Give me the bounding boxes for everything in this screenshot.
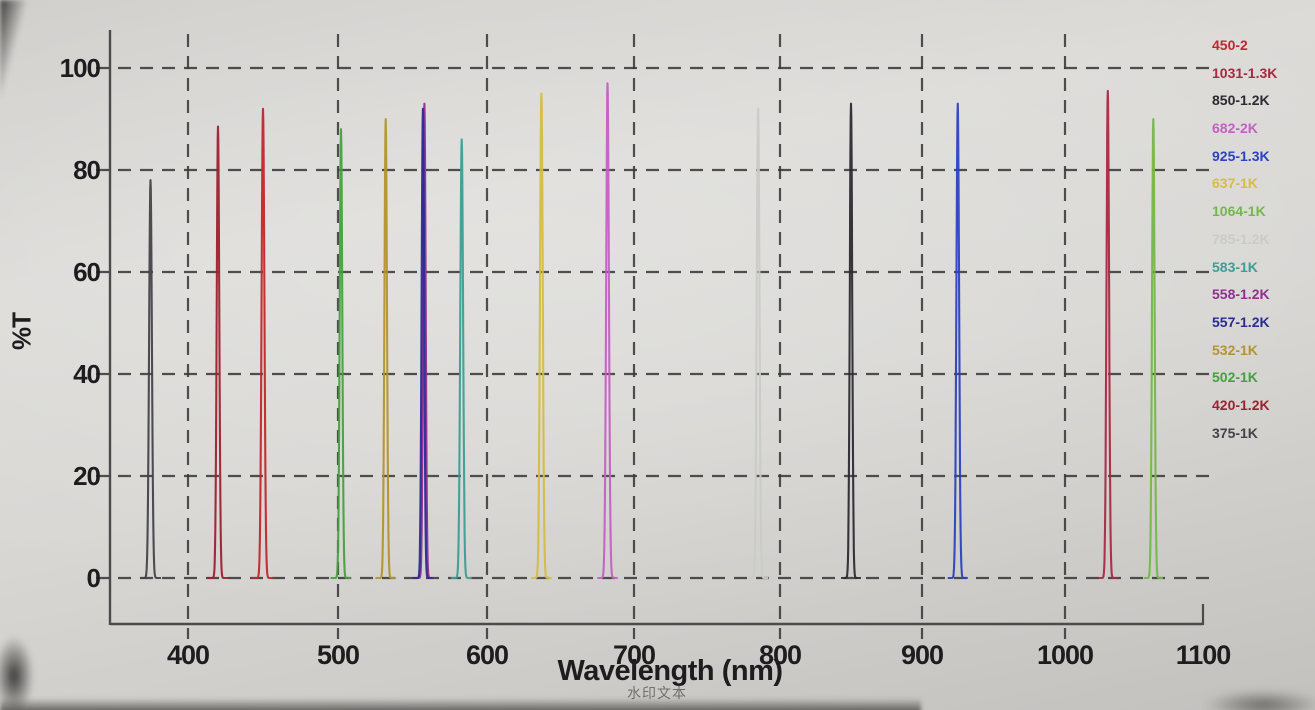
legend-item-925-1.3K: 925-1.3K — [1212, 147, 1270, 164]
watermark-text: 水印文本 — [627, 685, 687, 701]
legend-item-682-2K: 682-2K — [1212, 120, 1258, 137]
y-axis-title: %T — [6, 313, 37, 350]
x-tick-label-700: 700 — [613, 640, 655, 670]
x-tick-label-900: 900 — [901, 640, 943, 670]
spectrum-curve-532-1K — [374, 117, 397, 580]
legend-item-532-1K: 532-1K — [1212, 341, 1258, 358]
legend-item-583-1K: 583-1K — [1212, 258, 1258, 275]
legend-item-420-1.2K: 420-1.2K — [1212, 396, 1270, 413]
x-tick-label-600: 600 — [466, 640, 508, 670]
spectrum-curve-583-1K — [450, 138, 473, 580]
x-tick-label-1100: 1100 — [1176, 640, 1231, 670]
legend-item-1031-1.3K: 1031-1.3K — [1212, 64, 1278, 81]
y-tick-label-100: 100 — [60, 53, 101, 83]
spectrum-curve-682-2K — [596, 82, 619, 580]
spectrum-curve-925-1.3K — [946, 102, 969, 580]
legend-item-558-1.2K: 558-1.2K — [1212, 286, 1270, 303]
legend-item-502-1K: 502-1K — [1212, 369, 1258, 386]
spectrum-curve-637-1K — [530, 92, 553, 580]
legend-item-785-1.2K: 785-1.2K — [1212, 230, 1270, 247]
legend-item-1064-1K: 1064-1K — [1212, 203, 1266, 220]
legend-item-637-1K: 637-1K — [1212, 175, 1258, 192]
spectrum-curve-420-1.2K — [206, 125, 230, 580]
x-tick-label-800: 800 — [759, 640, 801, 670]
y-tick-label-40: 40 — [73, 359, 100, 389]
legend-item-557-1.2K: 557-1.2K — [1212, 313, 1270, 330]
y-tick-label-60: 60 — [73, 257, 100, 287]
x-axis-title: Wavelength (nm) — [557, 655, 783, 687]
legend-item-450-2: 450-2 — [1212, 37, 1248, 53]
x-tick-label-1000: 1000 — [1037, 640, 1093, 670]
y-tick-label-0: 0 — [87, 563, 101, 593]
legend-item-850-1.2K: 850-1.2K — [1212, 92, 1270, 109]
spectrum-curve-1031-1.3K — [1097, 89, 1119, 580]
legend-item-375-1K: 375-1K — [1212, 424, 1258, 441]
spectrum-curve-850-1.2K — [840, 102, 862, 580]
spectrum-curve-785-1.2K — [747, 107, 770, 580]
x-tick-label-500: 500 — [317, 640, 359, 670]
legend: 450-2 1031-1.3K 850-1.2K 682-2K 925-1.3K 637-… — [1212, 32, 1277, 447]
spectrum-curve-502-1K — [329, 128, 353, 580]
spectrum-curve-557-1.2K — [411, 107, 435, 580]
spectrum-curve-375-1K — [139, 179, 162, 580]
y-tick-label-80: 80 — [73, 155, 100, 185]
y-tick-label-20: 20 — [73, 461, 100, 491]
spectrum-curve-450-2 — [251, 107, 275, 580]
x-tick-label-400: 400 — [167, 640, 209, 670]
spectrum-curve-1064-1K — [1142, 117, 1164, 580]
